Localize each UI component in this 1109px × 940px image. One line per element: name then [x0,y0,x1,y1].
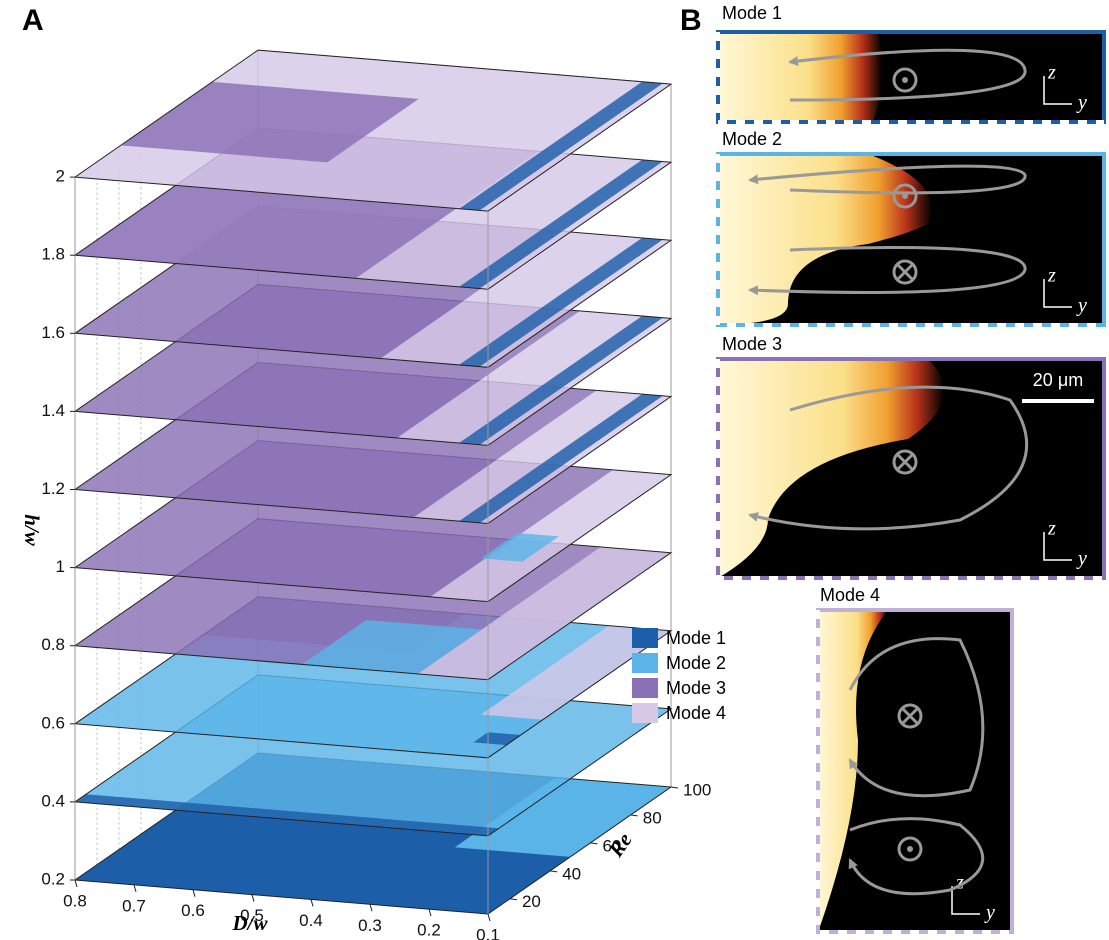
tick-mark [252,895,254,902]
legend-label: Mode 4 [666,703,726,723]
axis-label-z: z [1047,265,1056,287]
axis-label-z: z [1047,62,1056,84]
y-tick-label: 0.4 [41,791,65,810]
legend-label: Mode 1 [666,628,726,648]
x-tick-label: 0.3 [358,916,382,935]
legend-label: Mode 3 [666,678,726,698]
mode-title: Mode 4 [820,585,880,605]
mode-title: Mode 2 [722,129,782,149]
y-tick-label: 0.8 [41,635,65,654]
tick-mark [510,899,517,900]
tick-mark [370,904,372,911]
depth-tick-label: 40 [562,864,581,883]
x-axis-title: D/w [231,911,268,935]
scale-bar [1022,399,1094,403]
mode-title: Mode 1 [722,3,782,23]
vortex-dot [902,77,908,83]
y-tick-label: 1.6 [41,323,65,342]
x-tick-label: 0.8 [63,891,87,910]
depth-tick-label: 20 [522,892,541,911]
y-tick-label: 1.2 [41,479,65,498]
tick-mark [671,787,678,788]
tick-mark [590,843,597,844]
tick-mark [631,815,638,816]
y-tick-label: 1.8 [41,245,65,264]
axis-label-y: y [1076,548,1087,570]
mode-title: Mode 3 [722,334,782,354]
scale-bar-label: 20 μm [1033,370,1083,390]
y-tick-label: 1 [56,557,65,576]
axis-label-z: z [1047,518,1056,540]
depth-axis-title: Re [603,828,637,862]
x-tick-label: 0.2 [417,921,441,940]
tick-mark [488,914,490,921]
depth-tick-label: 100 [683,780,711,799]
legend-swatch [632,703,658,723]
tick-mark [193,890,195,897]
tick-mark [75,880,77,887]
legend-swatch [632,628,658,648]
y-tick-label: 0.2 [41,869,65,888]
vortex-dot [902,193,908,199]
heatmap-hot-region [718,32,882,122]
y-tick-label: 2 [56,167,65,186]
tick-mark [429,909,431,916]
y-tick-label: 0.6 [41,713,65,732]
panel-a: 0.2 0.4 0.6 0.8 1 1.2 1.4 1.6 1.8 2 h/w 0.8 0.7 0.6 0.… [20,50,726,940]
y-axis-title: h/w [20,514,44,547]
figure: A B 0.20.40.60.811.21.41.61.82h/w0.80.70… [0,0,1109,940]
panel-label: A [22,4,44,37]
tick-mark [550,871,557,872]
panel-label: B [680,4,702,37]
legend-swatch [632,678,658,698]
depth-tick-label: 80 [643,808,662,827]
x-tick-label: 0.6 [181,901,205,920]
axis-label-y: y [1076,295,1087,317]
legend-label: Mode 2 [666,653,726,673]
tick-mark [134,885,136,892]
axis-label-y: y [984,902,995,924]
x-tick-label: 0.4 [299,911,323,930]
y-tick-label: 1.4 [41,401,65,420]
vortex-dot [907,846,913,852]
tick-mark [311,899,313,906]
x-tick-label: 0.7 [122,896,146,915]
axis-label-y: y [1076,92,1087,114]
x-tick-label: 0.1 [476,925,500,940]
legend-swatch [632,653,658,673]
